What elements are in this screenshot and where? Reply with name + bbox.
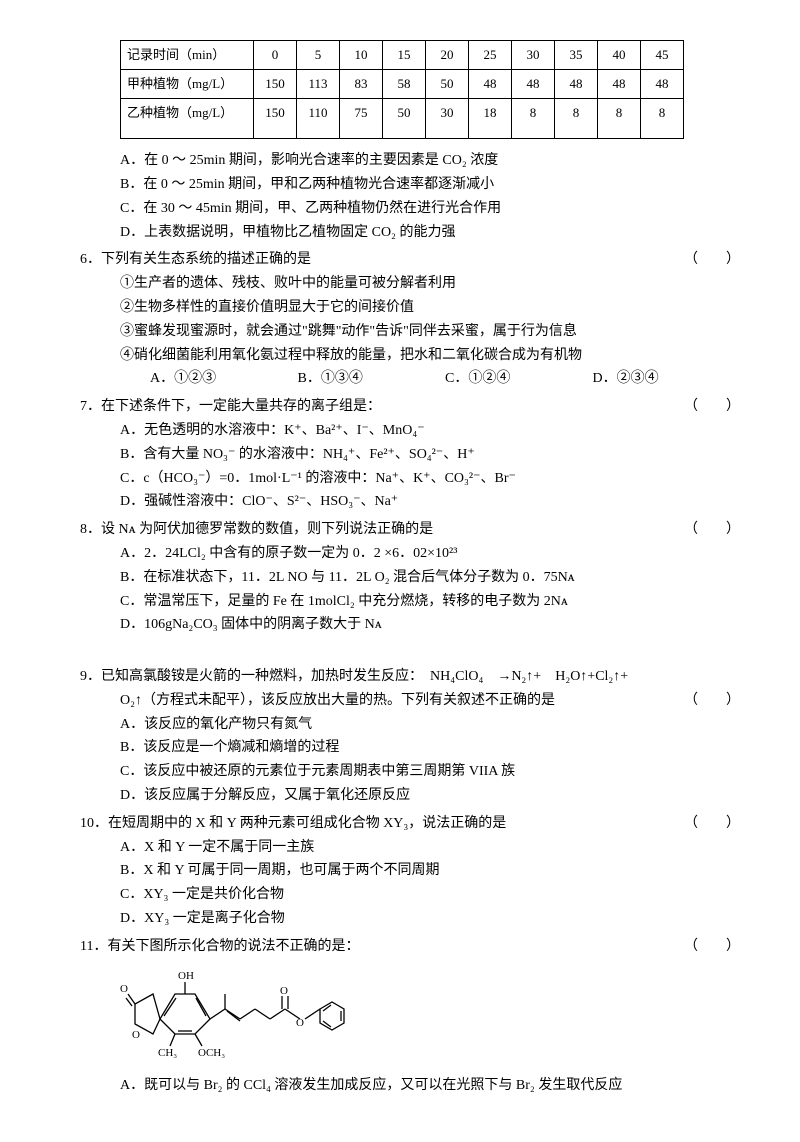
table-row: 甲种植物（mg/L） 150 113 83 58 50 48 48 48 48 … <box>121 70 684 99</box>
table-cell: 48 <box>469 70 512 99</box>
table-cell: 5 <box>297 41 340 70</box>
q6-stem: 6．下列有关生态系统的描述正确的是 <box>80 248 684 272</box>
answer-blank: （ ） <box>684 395 740 419</box>
table-cell: 48 <box>512 70 555 99</box>
q6-s2: ②生物多样性的直接价值明显大于它的间接价值 <box>120 296 740 320</box>
q10-option-d: D．XY₃ 一定是离子化合物 <box>120 907 740 931</box>
table-cell: 150 <box>254 99 297 139</box>
q9-option-b: B．该反应是一个熵减和熵增的过程 <box>120 736 740 760</box>
q8-option-b: B．在标准状态下，11．2L NO 与 11．2L O₂ 混合后气体分子数为 0… <box>120 566 740 590</box>
table-cell: 58 <box>383 70 426 99</box>
q9-stem-a: 9．已知高氯酸铵是火箭的一种燃料，加热时发生反应： NH₄ClO₄ →N₂↑+ … <box>80 665 740 689</box>
table-cell: 40 <box>598 41 641 70</box>
atom-label-o: O <box>280 985 288 997</box>
table-cell: 8 <box>598 99 641 139</box>
table-cell: 48 <box>598 70 641 99</box>
q5-option-d: D．上表数据说明，甲植物比乙植物固定 CO₂ 的能力强 <box>120 221 740 245</box>
q8-stem: 8．设 Nᴀ 为阿伏加德罗常数的数值，则下列说法正确的是 <box>80 518 684 542</box>
q5-option-a: A．在 0 ～ 25min 期间，影响光合速率的主要因素是 CO₂ 浓度 <box>120 149 740 173</box>
q5-option-c: C．在 30 ～ 45min 期间，甲、乙两种植物仍然在进行光合作用 <box>120 197 740 221</box>
q6-option-a: A．①②③ <box>150 367 298 391</box>
table-row: 记录时间（min） 0 5 10 15 20 25 30 35 40 45 <box>121 41 684 70</box>
answer-blank: （ ） <box>684 935 740 959</box>
table-cell: 48 <box>555 70 598 99</box>
table-cell: 113 <box>297 70 340 99</box>
answer-blank: （ ） <box>684 689 740 713</box>
q10-option-b: B．X 和 Y 可属于同一周期，也可属于两个不同周期 <box>120 859 740 883</box>
q6-s1: ①生产者的遗体、残枝、败叶中的能量可被分解者利用 <box>120 272 740 296</box>
q5-option-b: B．在 0 ～ 25min 期间，甲和乙两种植物光合速率都逐渐减小 <box>120 173 740 197</box>
q6-s3: ③蜜蜂发现蜜源时，就会通过"跳舞"动作"告诉"同伴去采蜜，属于行为信息 <box>120 320 740 344</box>
atom-label-o: O <box>296 1017 304 1029</box>
q11-option-a: A．既可以与 Br₂ 的 CCl₄ 溶液发生加成反应，又可以在光照下与 Br₂ … <box>120 1074 740 1098</box>
q9-option-a: A．该反应的氧化产物只有氮气 <box>120 713 740 737</box>
q6-option-d: D．②③④ <box>593 367 741 391</box>
q7-option-b: B．含有大量 NO₃⁻ 的水溶液中：NH₄⁺、Fe²⁺、SO₄²⁻、H⁺ <box>120 443 740 467</box>
atom-label-och3: OCH₃ <box>198 1047 225 1059</box>
q11-stem: 11．有关下图所示化合物的说法不正确的是： <box>80 935 684 959</box>
q8-option-d: D．106gNa₂CO₃ 固体中的阴离子数大于 Nᴀ <box>120 613 740 637</box>
q10-stem: 10．在短周期中的 X 和 Y 两种元素可组成化合物 XY₃，说法正确的是 <box>80 812 684 836</box>
table-cell: 110 <box>297 99 340 139</box>
q8-option-c: C．常温常压下，足量的 Fe 在 1molCl₂ 中充分燃烧，转移的电子数为 2… <box>120 590 740 614</box>
table-cell: 25 <box>469 41 512 70</box>
table-cell: 10 <box>340 41 383 70</box>
q9-stem-b: O₂↑（方程式未配平），该反应放出大量的热。下列有关叙述不正确的是 <box>120 689 684 713</box>
q6-option-b: B．①③④ <box>298 367 446 391</box>
answer-blank: （ ） <box>684 248 740 272</box>
table-cell: 50 <box>383 99 426 139</box>
q8-option-a: A．2．24LCl₂ 中含有的原子数一定为 0．2 ×6．02×10²³ <box>120 542 740 566</box>
table-cell: 8 <box>641 99 684 139</box>
table-cell: 83 <box>340 70 383 99</box>
table-cell: 75 <box>340 99 383 139</box>
q9-option-d: D．该反应属于分解反应，又属于氧化还原反应 <box>120 784 740 808</box>
table-cell: 150 <box>254 70 297 99</box>
q7-stem: 7．在下述条件下，一定能大量共存的离子组是： <box>80 395 684 419</box>
q6-option-c: C．①②④ <box>445 367 593 391</box>
q6-s4: ④硝化细菌能利用氧化氨过程中释放的能量，把水和二氧化碳合成为有机物 <box>120 344 740 368</box>
table-label: 甲种植物（mg/L） <box>121 70 254 99</box>
table-cell: 35 <box>555 41 598 70</box>
answer-blank: （ ） <box>684 518 740 542</box>
atom-label-o: O <box>132 1029 140 1041</box>
atom-label-o: O <box>120 983 128 995</box>
q7-option-c: C．c（HCO₃⁻）=0．1mol·L⁻¹ 的溶液中：Na⁺、K⁺、CO₃²⁻、… <box>120 467 740 491</box>
table-cell: 8 <box>512 99 555 139</box>
q10-option-a: A．X 和 Y 一定不属于同一主族 <box>120 836 740 860</box>
data-table: 记录时间（min） 0 5 10 15 20 25 30 35 40 45 甲种… <box>120 40 684 139</box>
table-cell: 30 <box>426 99 469 139</box>
atom-label-ch3: CH₃ <box>158 1047 177 1059</box>
table-label: 乙种植物（mg/L） <box>121 99 254 139</box>
q9-option-c: C．该反应中被还原的元素位于元素周期表中第三周期第 VIIA 族 <box>120 760 740 784</box>
atom-label-oh: OH <box>178 970 194 982</box>
table-cell: 8 <box>555 99 598 139</box>
table-cell: 48 <box>641 70 684 99</box>
table-cell: 18 <box>469 99 512 139</box>
q7-option-a: A．无色透明的水溶液中：K⁺、Ba²⁺、I⁻、MnO₄⁻ <box>120 419 740 443</box>
table-cell: 0 <box>254 41 297 70</box>
molecule-diagram: O O OH O O OCH₃ CH₃ <box>120 964 740 1068</box>
table-cell: 30 <box>512 41 555 70</box>
table-row: 乙种植物（mg/L） 150 110 75 50 30 18 8 8 8 8 <box>121 99 684 139</box>
q7-option-d: D．强碱性溶液中：ClO⁻、S²⁻、HSO₃⁻、Na⁺ <box>120 490 740 514</box>
table-cell: 20 <box>426 41 469 70</box>
answer-blank: （ ） <box>684 812 740 836</box>
q10-option-c: C．XY₃ 一定是共价化合物 <box>120 883 740 907</box>
table-cell: 15 <box>383 41 426 70</box>
table-header-time: 记录时间（min） <box>121 41 254 70</box>
table-cell: 50 <box>426 70 469 99</box>
table-cell: 45 <box>641 41 684 70</box>
